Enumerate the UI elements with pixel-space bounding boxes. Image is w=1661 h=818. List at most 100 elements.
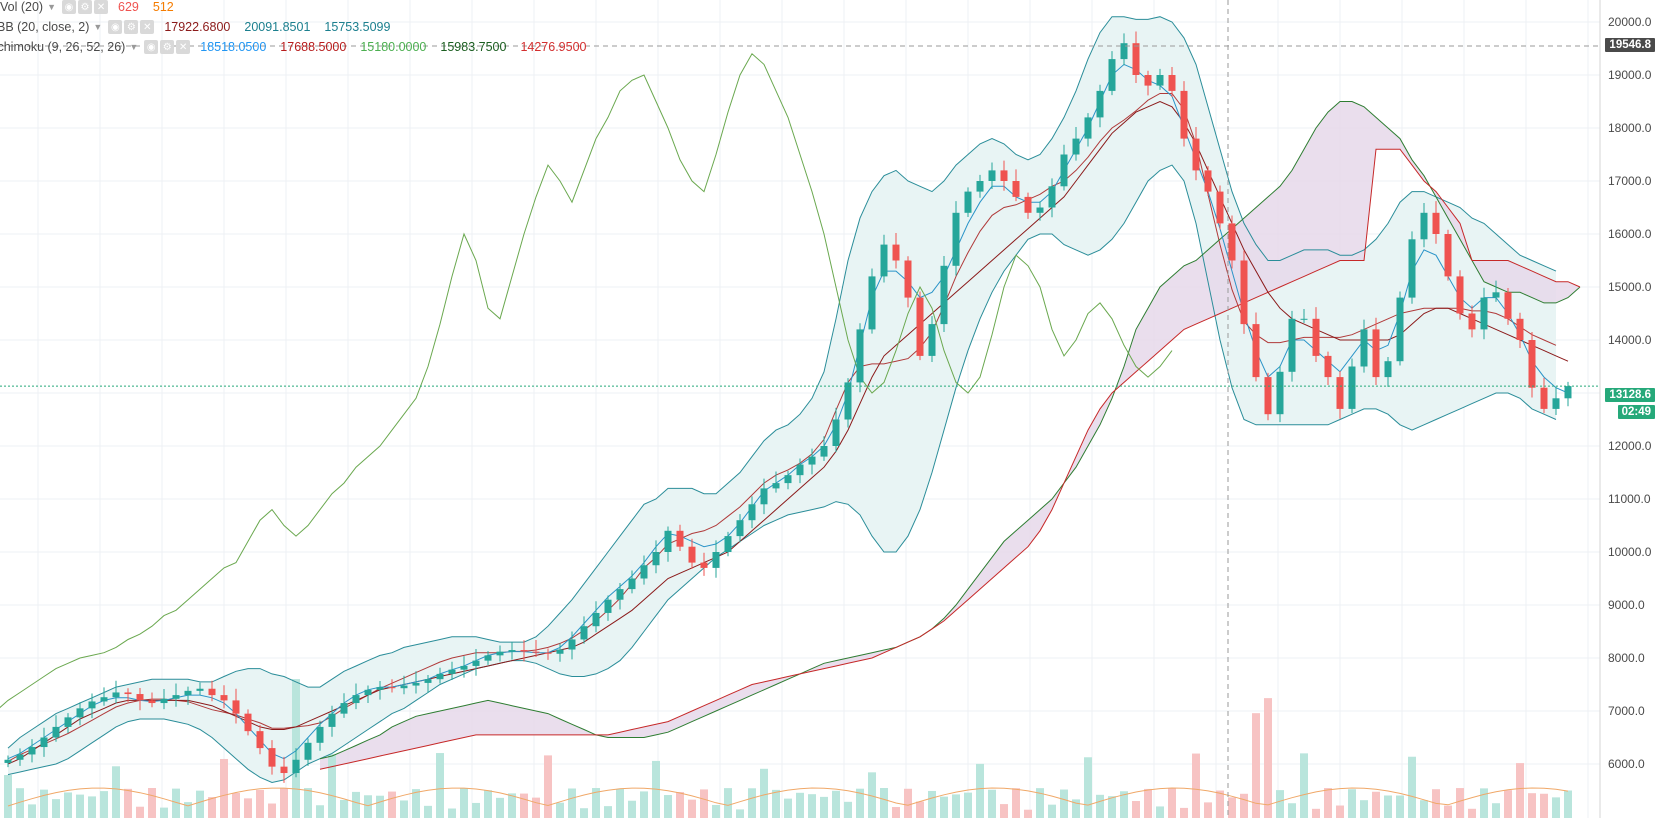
volume-bar <box>184 802 192 818</box>
close-icon[interactable]: ✕ <box>140 20 155 34</box>
volume-indicator-name[interactable]: Vol (20) <box>0 0 44 14</box>
volume-bar <box>976 763 984 818</box>
candle-body <box>76 708 84 718</box>
volume-bar <box>172 788 180 818</box>
candle-body <box>1288 318 1296 372</box>
volume-bar <box>1252 713 1260 818</box>
price-tick-label: 10000.0 <box>1608 545 1652 559</box>
eye-icon[interactable]: ◉ <box>108 20 123 34</box>
candle-body <box>1312 318 1320 356</box>
candle-body <box>1480 297 1488 330</box>
volume-bar <box>1108 796 1116 818</box>
volume-bar <box>1120 791 1128 818</box>
close-icon[interactable]: ✕ <box>176 40 191 54</box>
price-tick-label: 15000.0 <box>1608 280 1652 294</box>
candle-body <box>1180 90 1188 139</box>
candle-body <box>1372 329 1380 378</box>
volume-bar <box>760 768 768 818</box>
candle-body <box>520 650 528 652</box>
chevron-down-icon[interactable]: ▼ <box>129 42 139 52</box>
candle-body <box>1300 318 1308 320</box>
volume-bar <box>1552 797 1560 818</box>
volume-bar <box>1180 807 1188 818</box>
candle-body <box>1000 170 1008 181</box>
gear-icon[interactable]: ⚙ <box>124 20 139 34</box>
candle-body <box>172 695 180 699</box>
volume-bar <box>1420 800 1428 818</box>
bollinger-basis-line <box>7 93 1557 762</box>
candle-body <box>196 688 204 691</box>
close-icon[interactable]: ✕ <box>94 0 109 14</box>
volume-bar <box>52 799 60 818</box>
chevron-down-icon[interactable]: ▼ <box>93 22 103 32</box>
volume-bar <box>232 792 240 818</box>
volume-bar <box>1240 793 1248 818</box>
candle-body <box>400 685 408 689</box>
ichimoku-indicator-name[interactable]: Ichimoku (9, 26, 52, 26) <box>0 40 126 54</box>
gear-icon[interactable]: ⚙ <box>160 40 175 54</box>
candle-body <box>868 276 876 330</box>
volume-value: 629 <box>118 0 139 14</box>
volume-bar <box>1324 788 1332 818</box>
kijun-sen-line <box>7 100 1569 765</box>
last-price-label: 13128.6 <box>1605 388 1655 402</box>
volume-bar <box>532 797 540 818</box>
volume-bar <box>1000 804 1008 818</box>
candle-body <box>952 212 960 266</box>
candle-body <box>1396 297 1404 362</box>
volume-bar <box>472 802 480 818</box>
volume-bar <box>220 758 228 818</box>
candle-body <box>1552 398 1560 409</box>
volume-bar <box>496 797 504 818</box>
ichimoku-legend: Ichimoku (9, 26, 52, 26) ▼ ◉ ⚙ ✕ 18518.0… <box>0 37 600 57</box>
candle-body <box>1324 355 1332 378</box>
eye-icon[interactable]: ◉ <box>62 0 77 14</box>
volume-legend: Vol (20) ▼ ◉ ⚙ ✕ 629 512 <box>0 0 188 17</box>
volume-bar <box>1336 805 1344 818</box>
volume-bar <box>616 789 624 818</box>
chevron-down-icon[interactable]: ▼ <box>47 2 57 12</box>
candle-body <box>580 626 588 640</box>
volume-bar <box>1072 799 1080 818</box>
volume-bar <box>880 788 888 818</box>
candle-body <box>1216 191 1224 224</box>
candle-body <box>916 297 924 356</box>
volume-bar <box>940 796 948 818</box>
volume-bar <box>1264 698 1272 818</box>
volume-bar <box>892 807 900 818</box>
volume-bar <box>388 791 396 818</box>
bollinger-indicator-name[interactable]: BB (20, close, 2) <box>0 20 90 34</box>
candle-body <box>64 717 72 727</box>
volume-bar <box>1288 803 1296 818</box>
senkou-b-value: 14276.9500 <box>520 40 587 54</box>
volume-bar <box>832 790 840 818</box>
volume-bar <box>1504 790 1512 818</box>
candle-body <box>1432 212 1440 234</box>
candle-body <box>352 695 360 704</box>
volume-bar <box>604 806 612 818</box>
volume-bar <box>1540 793 1548 818</box>
volume-bar <box>268 803 276 818</box>
volume-ma-value: 512 <box>152 0 174 14</box>
volume-bar <box>1204 802 1212 818</box>
candle-body <box>112 692 120 698</box>
candle-body <box>1504 292 1512 319</box>
candle-body <box>136 694 144 701</box>
eye-icon[interactable]: ◉ <box>144 40 159 54</box>
candle-body <box>220 695 228 701</box>
volume-bar <box>1348 789 1356 818</box>
gear-icon[interactable]: ⚙ <box>78 0 93 14</box>
candle-body <box>544 652 552 654</box>
candle-body <box>328 713 336 727</box>
candle-body <box>232 700 240 714</box>
volume-bar <box>1360 800 1368 818</box>
candle-body <box>256 731 264 749</box>
candle-body <box>748 504 756 521</box>
candle-body <box>340 703 348 714</box>
volume-bar <box>628 800 636 818</box>
volume-bar <box>952 794 960 818</box>
candle-body <box>688 546 696 563</box>
candle-body <box>1144 75 1152 86</box>
